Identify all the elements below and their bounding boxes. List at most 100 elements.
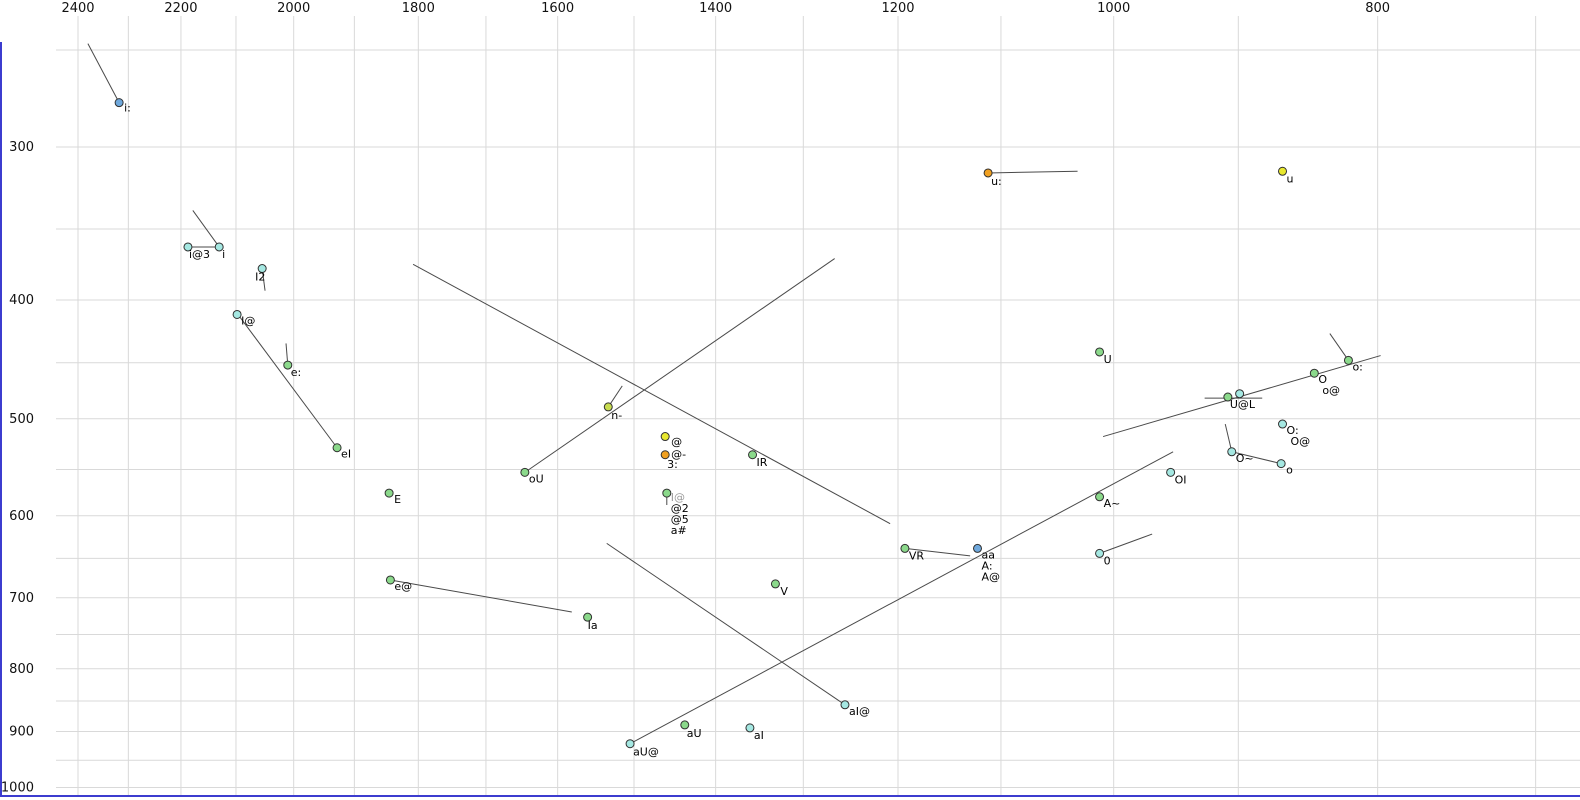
point-E[interactable] <box>384 488 394 498</box>
point-u:[interactable] <box>983 168 993 178</box>
point-label-@5: @5 <box>671 513 689 526</box>
point-o[interactable] <box>1276 459 1286 469</box>
point-label-O@: O@ <box>1291 435 1311 448</box>
point-label-e@: e@ <box>394 580 412 593</box>
y-tick-label: 800 <box>9 662 34 677</box>
x-axis-labels: 2400 2200 2000 1800 1600 1400 1200 1000 800 <box>61 1 1390 16</box>
point-U@L[interactable] <box>1223 392 1233 402</box>
x-tick-label: 800 <box>1365 1 1390 16</box>
point-OI[interactable] <box>1166 467 1176 477</box>
point-label-U@L: U@L <box>1230 398 1256 411</box>
point-label-eI: eI <box>341 448 351 461</box>
x-tick-label: 1800 <box>402 1 435 16</box>
point-label-E: E <box>394 493 401 506</box>
point-labels: i:i@3 iI2I@e:eIEe@IaoUn-@@-3:I@@2@5a#IRVV… <box>124 102 1363 759</box>
trajectory-line-o:-traj <box>1329 333 1349 361</box>
point-u[interactable] <box>1278 166 1288 176</box>
point-V[interactable] <box>770 579 780 589</box>
y-tick-label: 300 <box>9 140 34 155</box>
point-O[interactable] <box>1309 368 1319 378</box>
point-label-IR: IR <box>757 456 768 469</box>
point-label-U: U <box>1104 353 1112 366</box>
trajectory-line-aI@-traj <box>606 542 846 706</box>
point-label-A@: A@ <box>982 570 1001 583</box>
point-I@[interactable] <box>232 309 242 319</box>
point-label-aU: aU <box>687 727 702 740</box>
point-label-o: o <box>1286 464 1293 477</box>
point-0[interactable] <box>1095 548 1105 558</box>
point-label-a#: a# <box>671 524 687 537</box>
point-Ia[interactable] <box>583 612 593 622</box>
x-tick-label: 1400 <box>699 1 732 16</box>
point-label-O: O <box>1318 373 1327 386</box>
point-i:[interactable] <box>114 98 124 108</box>
point-label-I@: I@ <box>241 314 255 327</box>
point-aU[interactable] <box>680 720 690 730</box>
point-aI[interactable] <box>745 723 755 733</box>
point-O:[interactable] <box>1278 419 1288 429</box>
trajectory-line-O~-o <box>1231 451 1282 465</box>
point-label-aa: aa <box>982 548 995 561</box>
point-label-I2: I2 <box>255 271 265 284</box>
point-n-[interactable] <box>603 402 613 412</box>
data-points <box>114 98 1353 749</box>
y-tick-label: 500 <box>9 412 34 427</box>
trajectory-line-0-traj <box>1099 533 1153 554</box>
point-U[interactable] <box>1095 347 1105 357</box>
point-label-i: i <box>222 248 225 261</box>
point-aI@[interactable] <box>840 700 850 710</box>
point-IR[interactable] <box>748 450 758 460</box>
trajectory-line-e@-traj <box>390 579 572 613</box>
point-label-o@: o@ <box>1322 384 1340 397</box>
point-label-i@3: i@3 <box>189 248 210 261</box>
trajectory-line-i-traj <box>192 210 220 248</box>
point-label-aI@: aI@ <box>849 705 870 718</box>
y-tick-label: 900 <box>9 724 34 739</box>
point-label-Ia: Ia <box>588 619 598 632</box>
y-axis-labels: 300 400 500 600 700 800 900 1000 <box>1 140 34 796</box>
y-tick-label: 1000 <box>1 781 34 796</box>
point-I2[interactable] <box>257 264 267 274</box>
point-3:[interactable] <box>660 450 670 460</box>
y-tick-label: 400 <box>9 293 34 308</box>
point-label-aI: aI <box>754 729 764 742</box>
point-O~[interactable] <box>1227 447 1237 457</box>
point-oU[interactable] <box>520 467 530 477</box>
point-@2[interactable] <box>662 488 672 498</box>
point-label-oU: oU <box>529 472 544 485</box>
point-@[interactable] <box>660 432 670 442</box>
point-i@3[interactable] <box>183 242 193 252</box>
x-tick-label: 2000 <box>277 1 310 16</box>
x-tick-label: 2400 <box>61 1 94 16</box>
point-label-u:: u: <box>991 175 1002 188</box>
trajectory-line-VR-traj <box>904 547 971 557</box>
x-tick-label: 2200 <box>164 1 197 16</box>
point-label-A~: A~ <box>1104 497 1121 510</box>
x-tick-label: 1600 <box>541 1 574 16</box>
point-A~[interactable] <box>1095 492 1105 502</box>
point-label-O~: O~ <box>1236 452 1254 465</box>
trajectory-line-oU-traj <box>524 258 835 473</box>
point-label-u: u <box>1287 172 1294 185</box>
point-label-i:: i: <box>124 102 131 115</box>
point-U@L2[interactable] <box>1235 389 1245 399</box>
point-eI[interactable] <box>332 443 342 453</box>
point-label-e:: e: <box>291 366 301 379</box>
trajectory-line-i:-traj <box>87 43 120 103</box>
point-label-0: 0 <box>1104 554 1111 567</box>
point-VR[interactable] <box>900 543 910 553</box>
point-aa[interactable] <box>973 543 983 553</box>
point-label-V: V <box>780 585 788 598</box>
point-e@[interactable] <box>385 575 395 585</box>
point-label-A:: A: <box>982 559 993 572</box>
grid <box>56 16 1580 795</box>
point-aU@[interactable] <box>625 739 635 749</box>
point-label-O:: O: <box>1287 424 1299 437</box>
point-i[interactable] <box>214 242 224 252</box>
point-e:[interactable] <box>283 360 293 370</box>
point-label-@-: @- <box>671 448 686 461</box>
point-o:[interactable] <box>1343 355 1353 365</box>
